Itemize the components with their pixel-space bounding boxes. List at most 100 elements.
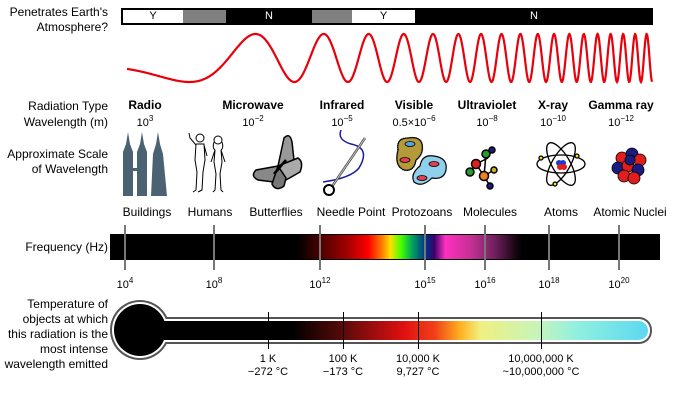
wavelength-wave	[126, 32, 654, 85]
wavelength-exponent: −5	[343, 114, 353, 123]
temperature-kelvin: 100 K	[328, 353, 358, 365]
frequency-base: 10	[116, 279, 129, 291]
frequency-exponent: 20	[620, 276, 630, 285]
wavelength-exponent: −8	[488, 114, 498, 123]
frequency-tick	[213, 225, 215, 270]
radiation-type-microwave: Microwave	[222, 98, 284, 112]
wavelength-value: 10−8	[476, 114, 497, 129]
protozoa-icon	[392, 130, 452, 196]
temperature-kelvin: 10,000 K	[395, 353, 441, 365]
temperature-label-line5: wavelength emitted	[4, 357, 108, 371]
frequency-base: 10	[608, 279, 621, 291]
temperature-tick-label: 10,000,000 K ~10,000,000 °C	[503, 353, 580, 379]
buildings-icon	[117, 130, 177, 196]
wavelength-value: 10−2	[242, 114, 263, 129]
frequency-tick	[548, 225, 550, 270]
scale-object-label: Atomic Nuclei	[593, 205, 667, 219]
atmosphere-segment-yes: Y	[123, 10, 183, 23]
wavelength-exponent: −12	[620, 114, 634, 123]
wavelength-label: Wavelength (m)	[23, 115, 108, 129]
frequency-base: 10	[474, 279, 487, 291]
temperature-tick	[418, 312, 419, 349]
temperature-tick-label: 10,000 K 9,727 °C	[396, 353, 440, 379]
frequency-exponent: 15	[426, 276, 436, 285]
frequency-tick-label: 1015	[414, 276, 435, 291]
frequency-tick-label: 104	[117, 276, 134, 291]
frequency-exponent: 16	[486, 276, 496, 285]
wavelength-value: 10−10	[540, 114, 566, 129]
atmosphere-label-line1: Penetrates Earth's	[9, 5, 108, 19]
radiation-type-visible: Visible	[394, 98, 434, 112]
frequency-base: 10	[414, 279, 427, 291]
atmosphere-segment-partial	[312, 10, 352, 23]
frequency-tick	[484, 225, 486, 270]
temperature-tick-label: 100 K −173 °C	[323, 353, 363, 379]
scale-object-label: Atoms	[543, 205, 579, 219]
scale-label: Approximate Scale of Wavelength	[7, 147, 108, 177]
atmosphere-label: Penetrates Earth's Atmosphere?	[10, 5, 108, 35]
frequency-exponent: 18	[550, 276, 560, 285]
frequency-tick-label: 1016	[474, 276, 495, 291]
temperature-tick	[268, 312, 269, 349]
frequency-tick-label: 1018	[538, 276, 559, 291]
temperature-label-line1: Temperature of	[27, 297, 108, 311]
thermometer	[110, 300, 652, 360]
scale-object-label: Protozoans	[391, 205, 453, 219]
temperature-tick	[541, 312, 542, 349]
humans-icon	[180, 130, 240, 196]
wavelength-base: 10	[242, 117, 255, 129]
temperature-celsius: −272 °C	[247, 366, 289, 378]
wavelength-value: 0.5×10−6	[392, 114, 435, 129]
scale-object-label: Humans	[187, 205, 233, 219]
frequency-base: 10	[309, 279, 322, 291]
frequency-exponent: 8	[217, 276, 223, 285]
wavelength-exponent: 3	[148, 114, 154, 123]
frequency-tick-label: 108	[206, 276, 223, 291]
atmosphere-segment-no: N	[226, 10, 312, 23]
temperature-celsius: 9,727 °C	[396, 366, 440, 378]
nucleus-icon	[600, 130, 660, 196]
scale-label-line2: of Wavelength	[31, 162, 108, 176]
scale-object-label: Butterflies	[249, 205, 303, 219]
wavelength-base: 10	[136, 117, 149, 129]
frequency-base: 10	[205, 279, 218, 291]
temperature-label-line2: objects at which	[22, 312, 108, 326]
wavelength-base: 10	[476, 117, 489, 129]
temperature-label-line4: most intense	[39, 342, 108, 356]
temperature-kelvin: 10,000,000 K	[508, 353, 574, 365]
wavelength-exponent: −6	[426, 114, 436, 123]
radiation-type-label: Radiation Type	[28, 99, 108, 113]
atmosphere-segment-partial	[183, 10, 226, 23]
frequency-spectrum-bar	[110, 234, 660, 260]
wavelength-value: 103	[137, 114, 154, 129]
frequency-exponent: 4	[128, 276, 134, 285]
scale-object-label: Needle Point	[316, 205, 386, 219]
frequency-base: 10	[538, 279, 551, 291]
molecule-icon	[460, 130, 520, 196]
atmosphere-label-line2: Atmosphere?	[36, 20, 108, 34]
frequency-tick	[424, 225, 426, 270]
radiation-type-ultraviolet: Ultraviolet	[457, 98, 517, 112]
radiation-type-radio: Radio	[128, 98, 162, 112]
wavelength-value: 10−5	[331, 114, 352, 129]
scale-object-label: Molecules	[462, 205, 518, 219]
scale-label-line1: Approximate Scale	[7, 147, 108, 161]
frequency-label: Frequency (Hz)	[25, 240, 108, 254]
temperature-celsius: −173 °C	[322, 366, 364, 378]
temperature-celsius: ~10,000,000 °C	[502, 366, 580, 378]
wavelength-exponent: −10	[552, 114, 566, 123]
temperature-tick	[343, 312, 344, 349]
wavelength-base: 10	[331, 117, 344, 129]
wavelength-base: 10	[608, 117, 621, 129]
frequency-tick	[319, 225, 321, 270]
atmosphere-segment-no: N	[415, 10, 653, 23]
frequency-tick	[618, 225, 620, 270]
scale-object-label: Buildings	[122, 205, 172, 219]
needle-icon	[321, 129, 381, 196]
temperature-tick-label: 1 K −272 °C	[248, 353, 288, 379]
radiation-type-x-ray: X-ray	[537, 98, 569, 112]
frequency-exponent: 12	[321, 276, 331, 285]
frequency-tick	[124, 225, 126, 270]
temperature-label-line3: this radiation is the	[7, 327, 108, 341]
wavelength-base: 0.5×10	[392, 117, 427, 129]
